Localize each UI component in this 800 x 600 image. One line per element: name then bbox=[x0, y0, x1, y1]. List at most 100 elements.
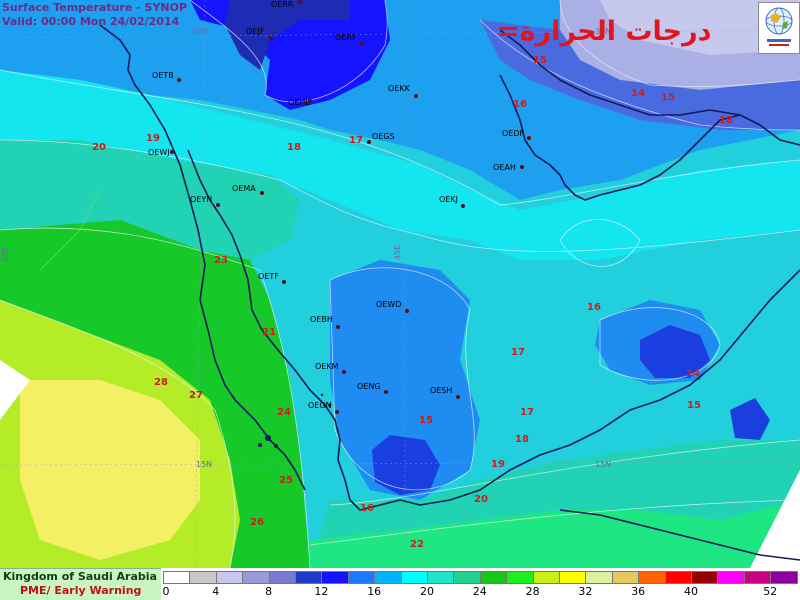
station-oema[interactable]: OEMA bbox=[232, 184, 264, 195]
legend-swatch bbox=[611, 571, 640, 584]
grid-label: 30E bbox=[1, 247, 10, 262]
temp-value: 19 bbox=[491, 459, 505, 470]
svg-text:OEMA: OEMA bbox=[232, 184, 256, 193]
station-oekj[interactable]: OEKJ bbox=[439, 195, 465, 208]
svg-text:OEBH: OEBH bbox=[310, 315, 333, 324]
legend-tick-label: 40 bbox=[684, 585, 698, 598]
station-oetf[interactable]: OETF bbox=[258, 272, 286, 284]
svg-text:OEAH: OEAH bbox=[493, 163, 516, 172]
temp-value: 17 bbox=[511, 347, 525, 358]
svg-text:OERF: OERF bbox=[335, 33, 357, 42]
outside-right bbox=[750, 470, 800, 568]
temp-value: 17 bbox=[520, 407, 534, 418]
station-oerf[interactable]: OERF bbox=[335, 33, 364, 45]
station-oeah[interactable]: OEAH bbox=[493, 163, 524, 172]
coastlines bbox=[99, 24, 800, 561]
legend-swatch bbox=[427, 571, 455, 584]
station-oebh[interactable]: OEBH bbox=[310, 315, 340, 329]
station-group: OERR OEJF OERF OETB OEKK OEHL OEGS OEDF … bbox=[148, 0, 531, 414]
station-oegs[interactable]: OEGS bbox=[367, 132, 395, 144]
color-legend: 0 4 8 12 16 20 24 28 32 36 40 52 bbox=[161, 568, 800, 600]
station-oerr[interactable]: OERR bbox=[271, 0, 302, 9]
station-oeyn[interactable]: OEYN bbox=[190, 195, 220, 207]
legend-swatch bbox=[559, 571, 587, 584]
svg-text:OEHL: OEHL bbox=[288, 98, 310, 107]
temp-value: 18 bbox=[515, 434, 529, 445]
zone-cyan-band bbox=[0, 70, 800, 260]
pme-logo bbox=[758, 2, 800, 54]
temp-value: 25 bbox=[279, 475, 293, 486]
station-oesh[interactable]: OESH bbox=[430, 386, 460, 399]
legend-swatch bbox=[664, 571, 692, 584]
legend-swatch bbox=[479, 571, 508, 584]
legend-tick-label: 24 bbox=[472, 585, 487, 598]
legend-swatch bbox=[691, 571, 719, 584]
temp-value: 27 bbox=[189, 390, 203, 401]
arabic-title: =درجات الحرارة bbox=[497, 16, 712, 47]
temp-value: 14 bbox=[686, 368, 700, 379]
globe-icon bbox=[765, 7, 793, 35]
temp-value: 17 bbox=[349, 135, 363, 146]
svg-text:OEKK: OEKK bbox=[388, 84, 411, 93]
legend-swatch bbox=[321, 571, 349, 584]
grid-label: 30N bbox=[192, 27, 208, 36]
organization-box: Kingdom of Saudi Arabia PME/ Early Warni… bbox=[0, 568, 161, 600]
station-oekm[interactable]: OEKM bbox=[315, 362, 346, 374]
svg-text:OENG: OENG bbox=[357, 382, 381, 391]
legend-swatch bbox=[770, 571, 798, 584]
zone-ne-blue bbox=[480, 20, 800, 130]
legend-tick-label: 12 bbox=[314, 585, 329, 598]
grid-label: 30N bbox=[595, 27, 611, 36]
grid-label: 45E bbox=[393, 245, 402, 260]
temp-value: 15 bbox=[687, 400, 701, 411]
legend-swatch bbox=[347, 571, 376, 584]
river-nile bbox=[39, 189, 101, 271]
legend-swatch bbox=[374, 571, 402, 584]
grid-label: 15N bbox=[196, 460, 212, 469]
grid-lines bbox=[0, 0, 800, 568]
zone-south-green bbox=[310, 500, 800, 568]
station-oedf[interactable]: OEDF bbox=[502, 129, 531, 140]
station-oewj[interactable]: OEWJ bbox=[148, 148, 174, 157]
zone-iran-light bbox=[600, 0, 800, 55]
legend-tick-label: 4 bbox=[212, 585, 220, 598]
station-oetb[interactable]: OETB bbox=[152, 71, 181, 82]
outside-left bbox=[0, 360, 30, 420]
station-oegn[interactable]: OEGN bbox=[308, 401, 339, 414]
temp-value: 15 bbox=[533, 55, 547, 66]
legend-swatch bbox=[163, 571, 191, 584]
legend-swatch bbox=[453, 571, 481, 584]
legend-tick-label: 32 bbox=[578, 585, 593, 598]
station-oejf[interactable]: OEJF bbox=[246, 27, 273, 40]
zone-fareast-blue bbox=[730, 398, 770, 440]
legend-swatch bbox=[295, 571, 323, 584]
legend-swatch bbox=[638, 571, 666, 584]
legend-tick-label: 20 bbox=[420, 585, 434, 598]
temperature-values: 15 16 14 15 18 19 20 18 17 23 16 21 17 1… bbox=[92, 55, 733, 550]
temp-value: 16 bbox=[360, 503, 374, 514]
zone-teal-west bbox=[0, 140, 300, 260]
legend-tick-label: 52 bbox=[763, 585, 778, 598]
svg-text:OEWD: OEWD bbox=[376, 300, 401, 309]
legend-swatch bbox=[242, 571, 270, 584]
station-oekk[interactable]: OEKK bbox=[388, 84, 418, 98]
legend-tick-label: 16 bbox=[367, 585, 382, 598]
grid-label-group: 30N 30N 15N 15N 45E 30E bbox=[1, 27, 611, 469]
temp-value: 22 bbox=[410, 539, 424, 550]
legend-swatch bbox=[532, 571, 560, 584]
station-oewd[interactable]: OEWD bbox=[376, 300, 409, 313]
legend-swatch bbox=[506, 571, 534, 584]
temp-value: 26 bbox=[250, 517, 264, 528]
legend-swatch bbox=[717, 571, 745, 584]
temp-value: 15 bbox=[419, 415, 433, 426]
svg-text:OETB: OETB bbox=[152, 71, 174, 80]
station-oehl[interactable]: OEHL bbox=[288, 98, 312, 107]
svg-text:OEJF: OEJF bbox=[246, 27, 265, 36]
temp-value: 28 bbox=[154, 377, 168, 388]
svg-text:OEDF: OEDF bbox=[502, 129, 525, 138]
legend-tick-label: 28 bbox=[525, 585, 540, 598]
islands bbox=[258, 393, 332, 448]
svg-text:OEGS: OEGS bbox=[372, 132, 395, 141]
temp-value: 20 bbox=[474, 494, 488, 505]
station-oeng[interactable]: OENG bbox=[357, 382, 388, 394]
